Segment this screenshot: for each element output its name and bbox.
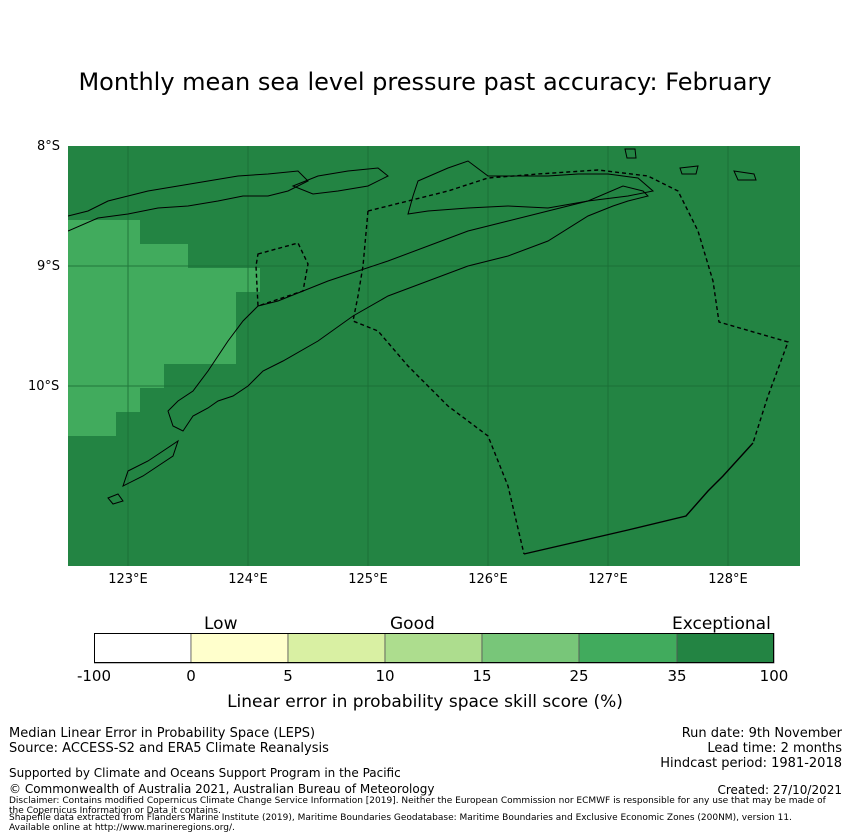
colorbar-tick: 15 bbox=[472, 667, 492, 685]
hindcast-period-text: Hindcast period: 1981-2018 bbox=[660, 756, 842, 771]
eez-boundary bbox=[255, 169, 789, 555]
colorbar-segment bbox=[578, 633, 678, 664]
chart-title: Monthly mean sea level pressure past acc… bbox=[78, 68, 772, 96]
lon-label-124e: 124°E bbox=[228, 572, 268, 587]
small-island-outline bbox=[733, 170, 757, 181]
colorbar-segment bbox=[287, 633, 386, 664]
timor-island-outline bbox=[167, 185, 649, 432]
lon-label-126e: 126°E bbox=[468, 572, 508, 587]
colorbar-category-good: Good bbox=[390, 614, 435, 634]
small-island-outline bbox=[624, 148, 637, 159]
lat-label-9s: 9°S bbox=[37, 259, 61, 274]
disclaimer-line-1: Disclaimer: Contains modified Copernicus… bbox=[9, 796, 826, 806]
rote-island-outline bbox=[122, 439, 179, 487]
colorbar-category-exceptional: Exceptional bbox=[672, 614, 771, 634]
shapefile-line-2: Available online at http://www.marinereg… bbox=[9, 823, 235, 833]
eez-boundary-solid bbox=[523, 442, 754, 555]
colorbar-tick: 5 bbox=[283, 667, 293, 685]
lat-label-8s: 8°S bbox=[37, 139, 61, 154]
support-text: Supported by Climate and Oceans Support … bbox=[9, 766, 401, 780]
lat-label-10s: 10°S bbox=[28, 379, 60, 394]
lon-label-127e: 127°E bbox=[588, 572, 628, 587]
colorbar-tick: 10 bbox=[375, 667, 395, 685]
created-date-text: Created: 27/10/2021 bbox=[717, 783, 842, 797]
colorbar-segment bbox=[190, 633, 289, 664]
colorbar bbox=[94, 633, 775, 664]
gridlines bbox=[68, 146, 800, 566]
copyright-text: © Commonwealth of Australia 2021, Austra… bbox=[9, 782, 435, 796]
colorbar-tick: -100 bbox=[76, 667, 112, 685]
small-island-outline bbox=[679, 165, 699, 175]
shapefile-line-1: Shapefile data extracted from Flanders M… bbox=[9, 813, 792, 823]
colorbar-tick: 0 bbox=[186, 667, 196, 685]
lon-label-128e: 128°E bbox=[708, 572, 748, 587]
source-text: Source: ACCESS-S2 and ERA5 Climate Reana… bbox=[9, 741, 329, 756]
disclaimer-line-2: the Copernicus Information or Data it co… bbox=[9, 806, 221, 816]
alor-island-outline bbox=[291, 167, 389, 195]
lon-label-123e: 123°E bbox=[108, 572, 148, 587]
colorbar-segment bbox=[481, 633, 580, 664]
colorbar-tick: 100 bbox=[759, 667, 789, 685]
colorbar-category-low: Low bbox=[204, 614, 238, 634]
colorbar-segment bbox=[384, 633, 483, 664]
skill-map bbox=[68, 146, 800, 566]
flores-island-outline bbox=[68, 170, 309, 232]
lead-time-text: Lead time: 2 months bbox=[707, 741, 842, 756]
very-good-region bbox=[68, 220, 260, 436]
colorbar-segment bbox=[676, 633, 775, 664]
coastlines bbox=[68, 148, 757, 505]
lon-label-125e: 125°E bbox=[348, 572, 388, 587]
colorbar-axis-label: Linear error in probability space skill … bbox=[227, 692, 623, 712]
run-date-text: Run date: 9th November bbox=[681, 726, 842, 741]
wetar-island-outline bbox=[407, 160, 655, 215]
colorbar-tick: 25 bbox=[569, 667, 589, 685]
small-island-outline bbox=[107, 493, 124, 505]
method-text: Median Linear Error in Probability Space… bbox=[9, 726, 316, 741]
colorbar-tick: 35 bbox=[667, 667, 687, 685]
colorbar-segment bbox=[94, 633, 192, 664]
